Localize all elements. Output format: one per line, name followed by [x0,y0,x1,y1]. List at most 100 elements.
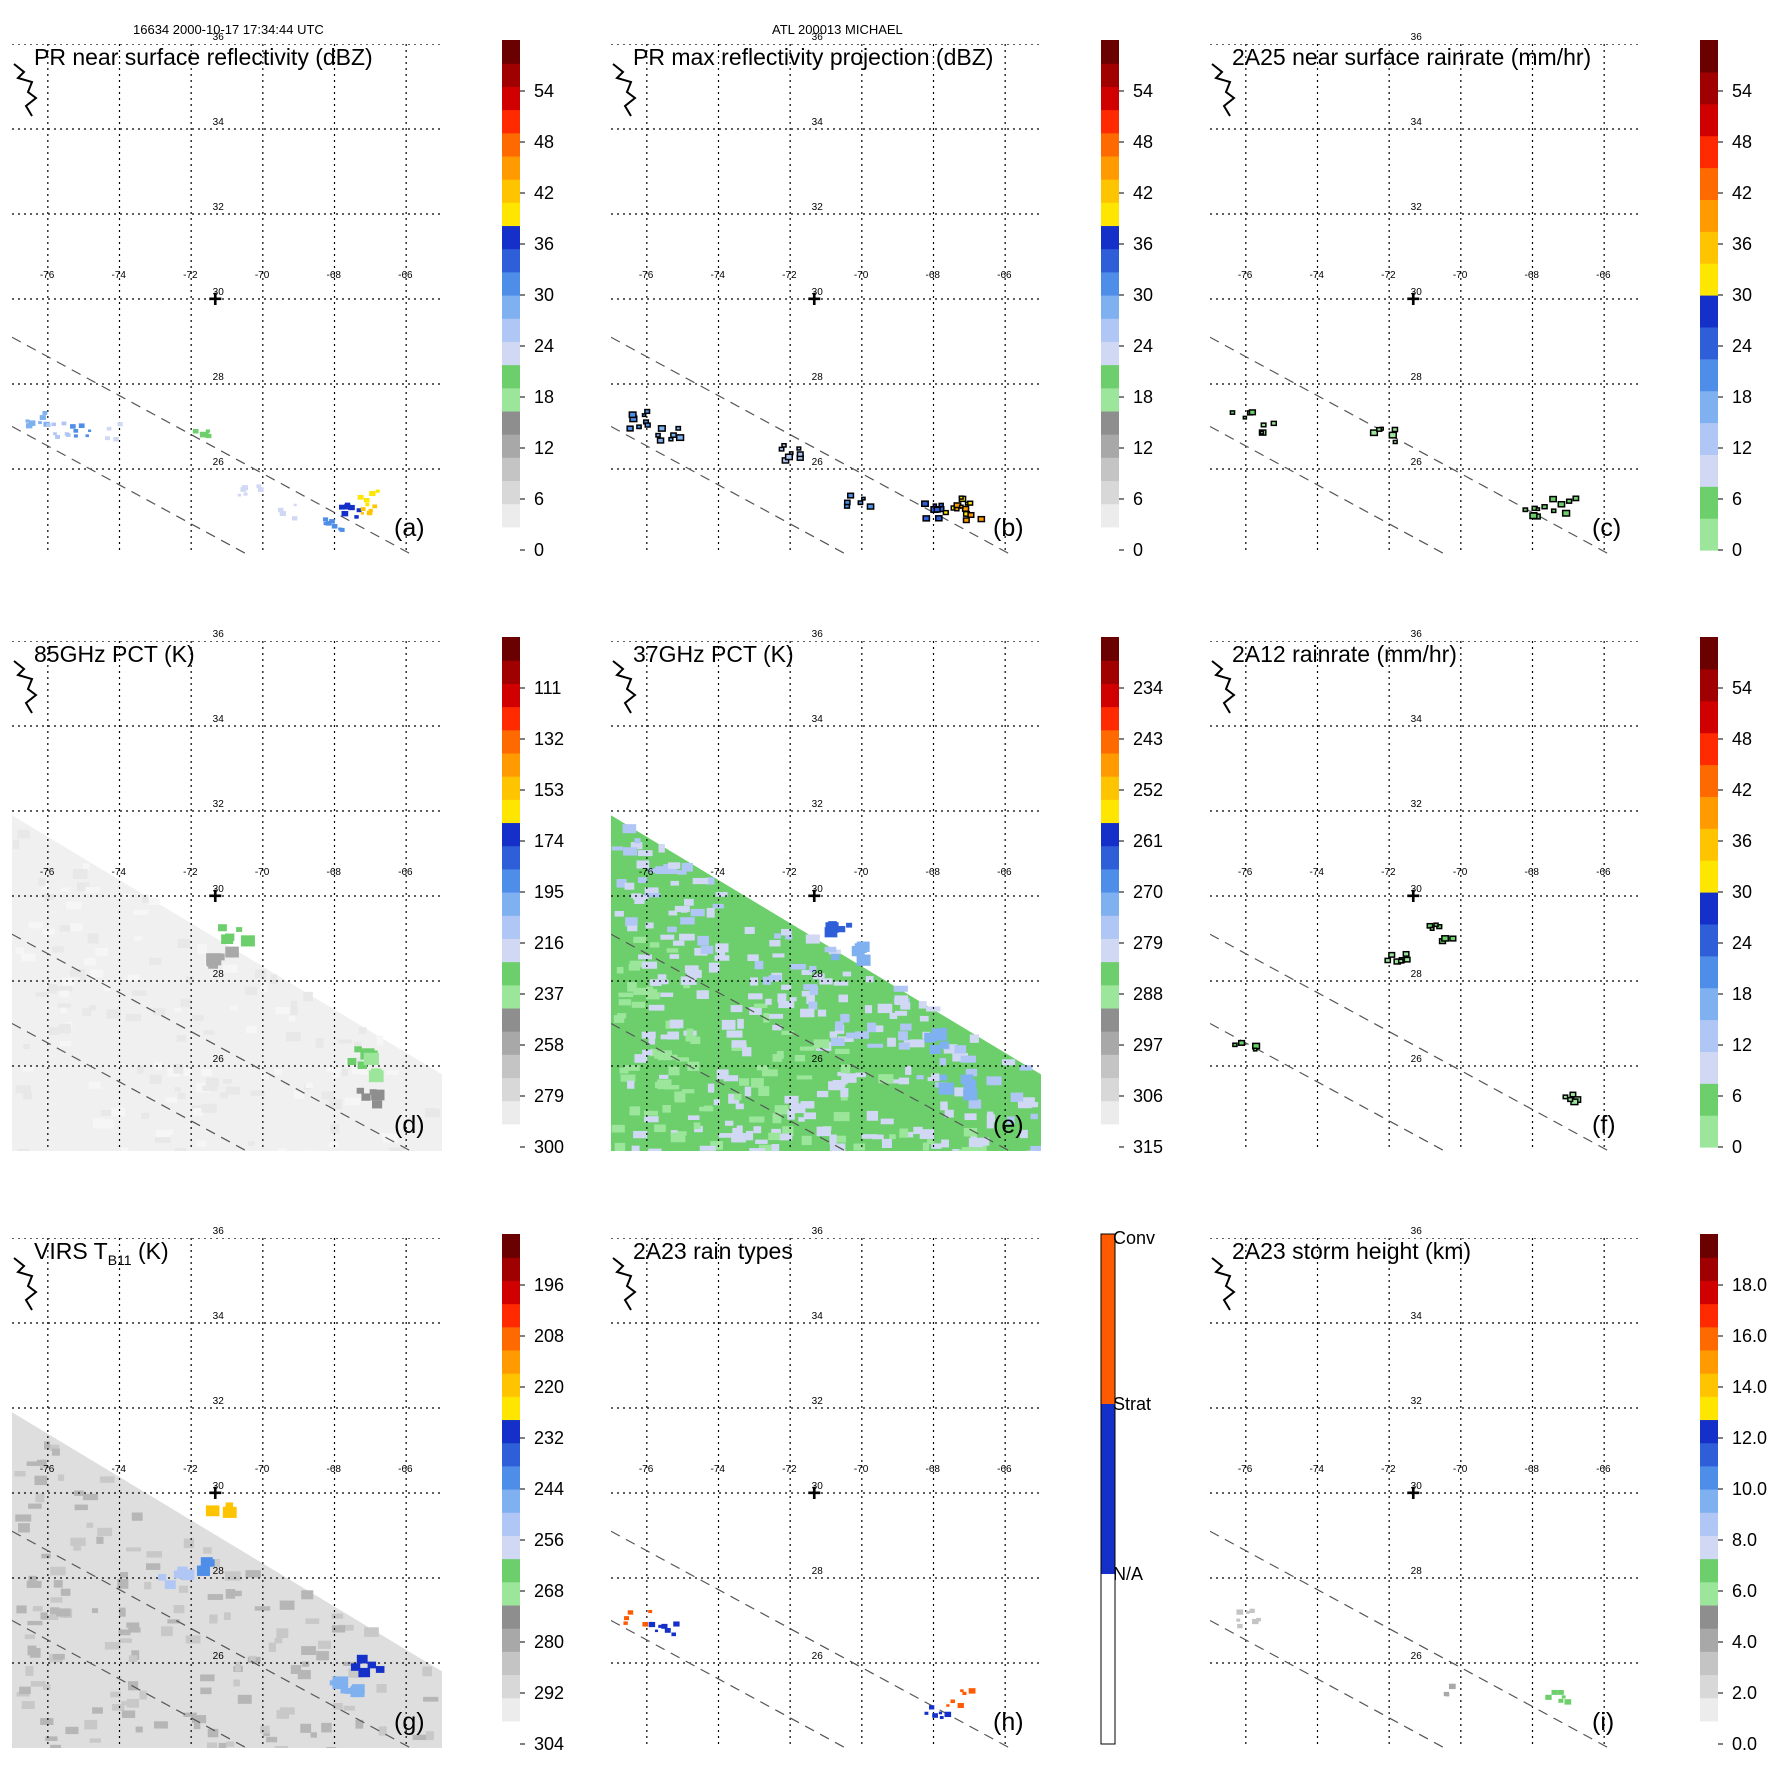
swath-pixel [254,1163,263,1172]
data-cell [636,424,642,430]
colorbar-band [1101,179,1119,203]
lat-tick-label: 32 [1411,1396,1423,1407]
swath-pixel [658,843,665,853]
swath-pixel [718,1133,733,1138]
swath-pixel [380,1766,390,1771]
swath-pixel [849,1160,860,1167]
swath-pixel [753,1003,768,1009]
colorbar-band [1700,700,1718,734]
swath-pixel [321,1091,334,1100]
lat-tick-label: 26 [812,457,824,468]
storm-center-marker: + [807,883,821,910]
data-cell [963,1079,977,1090]
data-cell [648,1609,653,1614]
data-cell [1564,1699,1572,1705]
data-cell [332,1676,349,1690]
data-cell [924,1032,937,1043]
swath-pixel [771,1144,780,1151]
data-cell [350,1663,361,1671]
data-cell [1388,951,1396,958]
colorbar-band [502,1007,520,1032]
colorbar-label: 4.0 [1732,1632,1757,1652]
lon-tick-label: -68 [327,1464,342,1475]
lat-tick-label: 26 [1411,1054,1423,1065]
swath-pixel [201,1068,212,1077]
lon-tick-label: -76 [639,1464,654,1475]
swath-pixel [964,1113,977,1121]
swath-pixel [238,1757,251,1762]
colorbar-band [1101,868,1119,893]
swath-pixel [819,978,833,985]
lon-tick-label: -68 [926,1464,941,1475]
swath-pixel [994,1163,1010,1172]
panel-letter: (i) [1592,1708,1614,1736]
swath-pixel [919,1129,935,1139]
storm-center-marker: + [1406,1480,1420,1507]
swath-pixel [710,1141,723,1150]
swath-pixel [233,1679,240,1687]
data-cell [25,423,33,429]
coastline [13,660,38,714]
panel-letter: (d) [394,1111,425,1139]
data-cell [360,512,364,515]
swath-pixel [769,1013,784,1019]
swath-pixel [801,970,813,975]
colorbar-band [502,434,520,458]
pr-swath-edge [12,1619,248,1748]
lon-tick-label: -76 [40,1464,55,1475]
swath-pixel [302,1661,310,1667]
swath-pixel [30,1681,46,1687]
swath-pixel [206,1742,218,1748]
data-cell [200,1557,213,1567]
swath-pixel [790,963,806,970]
lon-tick-label: -76 [1238,270,1253,281]
colorbar-band [1700,1489,1718,1513]
colorbar-band [502,660,520,684]
swath-pixel [274,1637,283,1644]
colorbar-label: 111 [534,678,561,698]
swath-pixel [756,1065,769,1071]
swath-pixel [894,995,909,1005]
swath-pixel [20,1754,32,1760]
colorbar: 0 6 12 18 24 30 36 42 48 54 [502,40,554,560]
lat-tick-label: 34 [1411,117,1423,128]
data-cell [866,503,875,510]
colorbar-label: 24 [1732,933,1752,953]
lat-tick-label: 28 [213,1566,225,1577]
data-cell [627,1610,634,1615]
swath-pixel [627,982,637,992]
colorbar-band [1700,1083,1718,1116]
swath-pixel [126,1622,140,1628]
colorbar-band [1700,668,1718,702]
swath-pixel [135,1726,143,1733]
swath-pixel [1036,1171,1049,1179]
swath-pixel [898,1077,910,1085]
swath-pixel [261,1072,269,1080]
data-cell [958,495,964,500]
pr-swath-edge [611,1022,847,1151]
data-cell [329,519,335,524]
data-cell [240,935,255,947]
swath-pixel [128,1655,138,1662]
data-cell [1522,507,1529,513]
colorbar-band [502,1257,520,1281]
data-cell [25,419,30,423]
colorbar-label: 48 [1133,132,1153,152]
lon-tick-label: -72 [1381,1464,1396,1475]
data-cell [1252,1618,1259,1625]
swath-pixel [82,1493,98,1501]
data-cell [1260,422,1267,428]
colorbar-label: 261 [1133,831,1163,851]
swath-pixel [623,1065,640,1071]
panel-f: -76 -74 -72 -70 -68 -66 36 34 32 30 28 26 +2A12 rain… [1210,629,1752,1157]
swath-pixel [898,1042,910,1050]
data-cell [339,527,345,532]
swath-pixel [691,1171,704,1181]
swath-pixel [798,1117,805,1122]
data-cell [340,1687,348,1694]
colorbar-band [1101,984,1119,1009]
colorbar-band [1101,1007,1119,1032]
swath-pixel [670,1130,678,1135]
lat-tick-label: 26 [812,1054,824,1065]
swath-pixel [344,1097,361,1106]
